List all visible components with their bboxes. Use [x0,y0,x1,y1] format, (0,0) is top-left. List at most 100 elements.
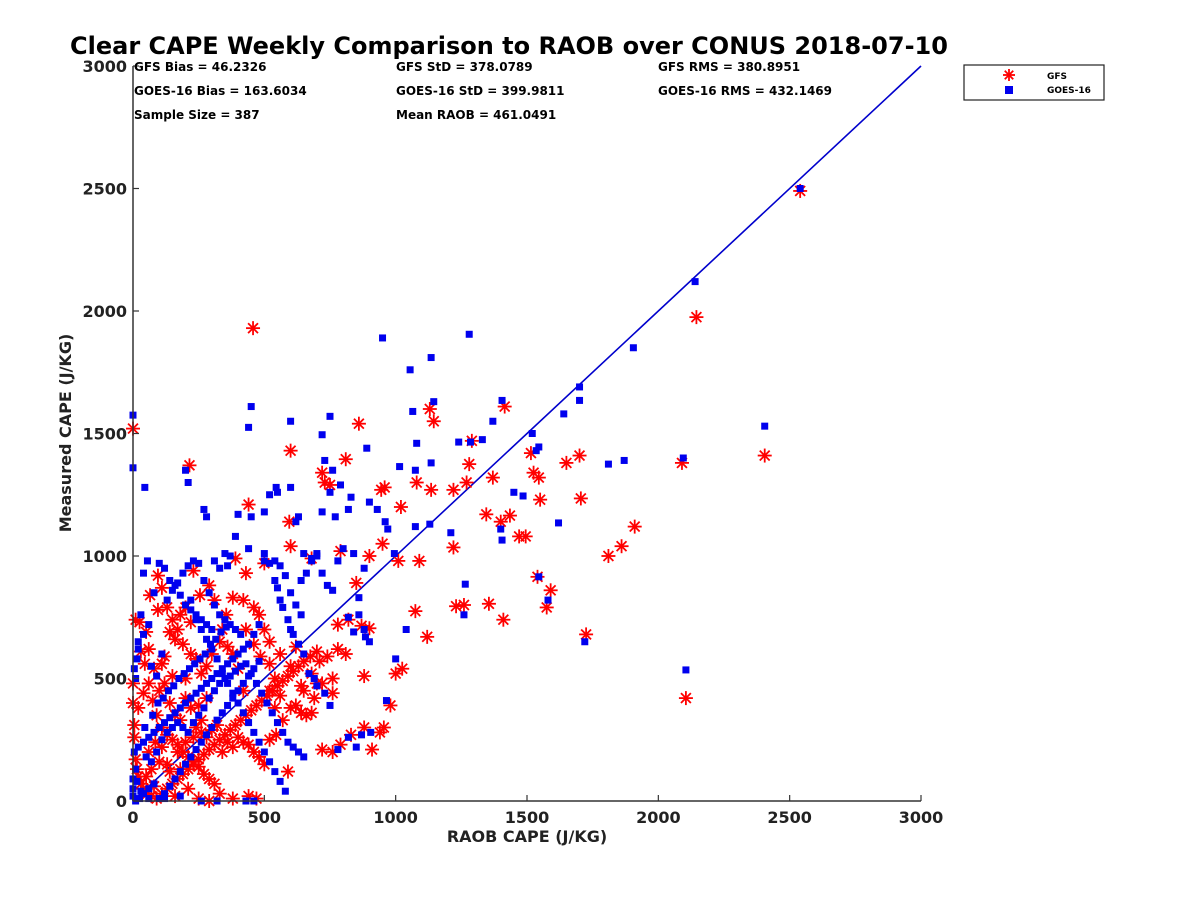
goes-16-point [245,545,253,553]
asterisk-stroke [164,697,176,709]
gfs-point [246,321,261,336]
asterisk-stroke [311,645,323,658]
goes-16-point [287,483,295,491]
goes-16-point [161,790,169,798]
goes-16-point [208,724,216,731]
gfs-point [165,612,180,627]
goes-16-point [192,746,200,754]
asterisk-stroke [458,599,470,611]
gfs-point [273,647,288,661]
goes-16-point [161,795,169,803]
goes-16-point [221,675,229,682]
goes-16-point [365,498,373,506]
goes-16-point [182,760,190,768]
asterisk-stroke [497,614,509,626]
goes-16-point [213,670,221,678]
asterisk-stroke [495,516,507,528]
goes-16-point [213,655,221,663]
goes-16-point [137,787,145,795]
gfs-point [391,553,406,568]
goes-16-point [355,594,363,602]
goes-16-point [390,550,398,558]
goes-16-point [155,795,163,803]
asterisk-stroke [413,555,425,567]
goes-16-point [216,611,224,619]
asterisk-stroke [602,550,615,562]
gfs-point [150,568,165,583]
asterisk-stroke [308,692,320,704]
goes-16-point [245,640,253,648]
goes-16-point [191,660,199,668]
goes-16-point [174,719,182,727]
asterisk-stroke [145,763,157,775]
asterisk-stroke [680,692,692,704]
gfs-point [349,575,364,590]
y-axis-label: Measured CAPE (J/KG) [56,334,75,533]
goes-16-point [192,611,200,619]
gfs-point [194,666,209,681]
goes-16-point [532,447,540,455]
asterisk-stroke [152,570,164,582]
goes-16-point [212,635,220,643]
goes-16-point [260,557,268,565]
gfs-point [207,776,222,791]
gfs-point [225,791,240,806]
gfs-point [446,540,461,555]
goes-16-point [218,665,226,673]
goes-16-point [255,657,263,665]
goes-16-point [197,626,205,633]
goes-16-point [218,709,226,717]
asterisk-stroke [282,766,294,778]
goes-16-point [145,733,153,741]
goes-16-point [576,396,584,404]
goes-16-point [430,398,438,406]
asterisk-stroke [216,746,228,758]
goes-16-point [411,466,419,474]
goes-16-point [350,628,358,636]
goes-16-point [350,550,358,558]
gfs-point [280,764,295,779]
goes-16-point [292,518,300,526]
asterisk-stroke [313,655,326,667]
asterisk-stroke [274,648,286,660]
asterisk-stroke [214,636,226,648]
goes-16-point [247,513,255,521]
asterisk-stroke [350,577,362,589]
asterisk-stroke [242,739,255,751]
asterisk-stroke [332,619,344,631]
asterisk-stroke [463,458,475,470]
goes-16-point [489,417,497,425]
asterisk-stroke [1004,70,1014,80]
gfs-point [178,735,193,750]
goes-16-point [185,665,193,673]
gfs-point [459,475,474,490]
asterisk-stroke [140,770,152,783]
asterisk-stroke [128,731,140,743]
goes-16-point [150,589,158,597]
goes-16-point [289,630,297,638]
gfs-point [154,656,169,671]
goes-16-point [447,529,455,537]
asterisk-stroke [166,614,178,626]
gfs-point [422,402,437,416]
gfs-point [128,752,143,767]
gfs-point [462,457,477,472]
goes-16-point [478,436,486,444]
goes-16-point [411,523,419,531]
gfs-point [139,769,154,784]
gfs-point [408,604,423,619]
asterisk-stroke [156,658,168,670]
gfs-point [689,310,704,325]
goes-16-point [519,492,527,500]
gfs-point [152,683,167,698]
goes-16-point [300,753,308,761]
goes-16-point [134,743,142,751]
goes-16-point [195,559,203,567]
goes-16-point [300,650,308,658]
goes-16-point [460,611,468,619]
asterisk-stroke [527,467,540,479]
x-tick-label: 2000 [636,808,681,827]
asterisk-stroke [409,605,421,617]
goes-16-point [171,581,179,589]
goes-16-point [268,709,276,717]
